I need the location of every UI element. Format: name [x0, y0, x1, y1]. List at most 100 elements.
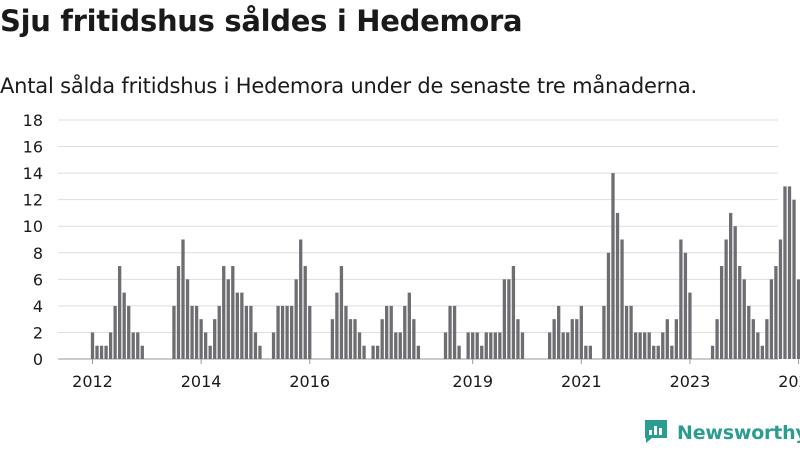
- bar: [575, 319, 579, 359]
- bar: [724, 239, 728, 359]
- bar: [466, 332, 470, 359]
- bar: [235, 292, 239, 359]
- bar: [271, 332, 276, 359]
- y-axis-tick-labels: 0 2 4 6 8 10 12 14 16 18: [23, 111, 43, 369]
- y-tick-label: 0: [33, 350, 43, 369]
- bar: [742, 279, 746, 359]
- x-tick-label: 2014: [181, 372, 222, 391]
- bar: [502, 279, 507, 359]
- bar: [371, 345, 375, 359]
- x-tick-label: 2021: [561, 372, 602, 391]
- chart-title: Sju fritidshus såldes i Hedemora: [0, 4, 523, 38]
- y-tick-label: 12: [23, 191, 43, 210]
- bar: [113, 305, 117, 359]
- bar: [751, 319, 755, 359]
- bar: [579, 305, 583, 359]
- bar: [783, 186, 787, 359]
- y-tick-label: 16: [23, 138, 43, 157]
- y-tick-label: 14: [23, 164, 43, 183]
- bar: [276, 305, 280, 359]
- bar: [353, 319, 357, 359]
- bar: [661, 332, 665, 359]
- bar: [584, 345, 588, 359]
- bar: [385, 305, 389, 359]
- bar: [516, 319, 520, 359]
- chart-subtitle: Antal sålda fritidshus i Hedemora under …: [0, 74, 697, 98]
- bar: [719, 266, 724, 359]
- bar: [357, 332, 362, 359]
- bar: [136, 332, 140, 359]
- bar: [108, 332, 113, 359]
- bar: [443, 332, 448, 359]
- bar: [285, 305, 289, 359]
- bar: [729, 212, 733, 359]
- bar: [670, 345, 674, 359]
- y-tick-label: 10: [23, 217, 43, 236]
- bar: [629, 305, 633, 359]
- bar: [303, 266, 307, 359]
- bar: [176, 266, 181, 359]
- bar: [389, 305, 393, 359]
- bar: [185, 279, 190, 359]
- bar: [611, 173, 615, 359]
- bar: [796, 279, 800, 359]
- bar: [511, 266, 516, 359]
- bar: [683, 252, 688, 359]
- bar: [638, 332, 642, 359]
- bar: [792, 199, 796, 359]
- bar: [122, 292, 126, 359]
- bar: [131, 332, 135, 359]
- y-tick-label: 18: [23, 111, 43, 130]
- bar: [335, 292, 339, 359]
- bar: [774, 266, 778, 359]
- bar: [231, 266, 235, 359]
- bar: [244, 305, 249, 359]
- bar: [520, 332, 525, 359]
- bar: [674, 319, 679, 359]
- bar: [484, 332, 488, 359]
- bar: [498, 332, 502, 359]
- bar: [624, 305, 629, 359]
- bar: [733, 226, 737, 359]
- bar: [688, 292, 692, 359]
- x-tick-label: 2012: [72, 372, 113, 391]
- bar: [222, 266, 226, 359]
- bar: [90, 332, 95, 359]
- bar: [452, 305, 457, 359]
- bar: [375, 345, 380, 359]
- gridlines: [58, 119, 778, 360]
- bar: [643, 332, 647, 359]
- y-tick-label: 8: [33, 244, 43, 263]
- bar-chart: 0 2 4 6 8 10 12 14 16 18 2012 2014 2016 2019 2021 2023…: [23, 111, 800, 391]
- bars: [90, 173, 800, 359]
- bar: [348, 319, 353, 359]
- bar: [647, 332, 651, 359]
- bar: [127, 305, 131, 359]
- bar: [416, 345, 421, 359]
- bar: [330, 319, 335, 359]
- bar: [475, 332, 479, 359]
- bar: [407, 292, 411, 359]
- bar: [557, 305, 561, 359]
- bar: [95, 345, 99, 359]
- bar: [217, 305, 221, 359]
- bar: [756, 332, 760, 359]
- bar: [652, 345, 656, 359]
- x-tick-label: 2019: [452, 372, 493, 391]
- bar: [665, 319, 669, 359]
- bar: [507, 279, 511, 359]
- bar: [398, 332, 402, 359]
- bar: [480, 345, 484, 359]
- bar: [602, 305, 606, 359]
- bar: [294, 279, 298, 359]
- bar: [344, 305, 348, 359]
- brand-logo: Newsworthy: [643, 419, 800, 447]
- bar: [380, 319, 384, 359]
- y-tick-label: 2: [33, 323, 43, 342]
- x-axis-tick-labels: 2012 2014 2016 2019 2021 2023 2025: [72, 359, 800, 391]
- bar: [588, 345, 593, 359]
- bar: [258, 345, 262, 359]
- bar: [190, 305, 194, 359]
- bar: [561, 332, 565, 359]
- bar: [769, 279, 774, 359]
